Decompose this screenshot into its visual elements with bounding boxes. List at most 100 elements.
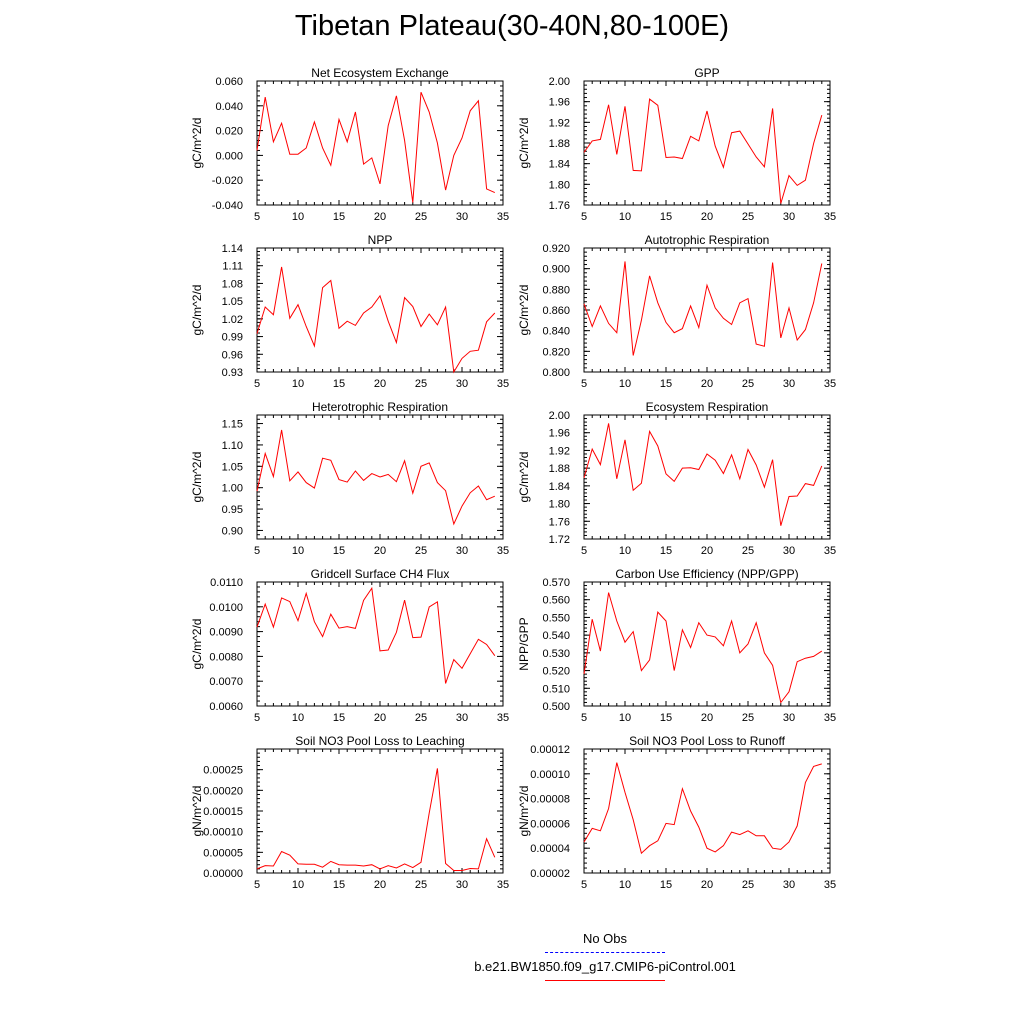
y-tick-label: 0.800 [542, 367, 570, 379]
panel-title: Soil NO3 Pool Loss to Leaching [295, 734, 464, 748]
x-tick-label: 5 [254, 712, 260, 724]
x-tick-label: 20 [701, 378, 713, 390]
x-tick-label: 5 [581, 712, 587, 724]
plot-frame [256, 748, 504, 874]
panel-title: Heterotrophic Respiration [312, 400, 448, 414]
x-tick-label: 10 [619, 211, 631, 223]
y-axis-label: gC/m^2/d [517, 452, 531, 503]
x-tick-label: 30 [783, 378, 795, 390]
y-tick-label: 0.00004 [530, 843, 570, 855]
x-tick-label: 5 [581, 211, 587, 223]
y-tick-label: 1.80 [549, 499, 570, 511]
y-tick-label: -0.040 [212, 200, 243, 212]
x-tick-label: 35 [824, 211, 836, 223]
x-tick-label: 25 [742, 211, 754, 223]
y-tick-label: 0.570 [542, 577, 570, 589]
x-tick-label: 10 [292, 712, 304, 724]
x-tick-label: 25 [742, 545, 754, 557]
y-axis-label: gN/m^2/d [517, 786, 531, 837]
y-axis-label: gC/m^2/d [190, 285, 204, 336]
y-tick-label: 0.0080 [209, 651, 243, 663]
y-tick-label: 0.0070 [209, 676, 243, 688]
y-tick-label: 1.02 [222, 314, 243, 326]
y-tick-label: 0.00008 [530, 794, 570, 806]
y-tick-label: 0.820 [542, 346, 570, 358]
y-tick-label: 0.840 [542, 326, 570, 338]
x-tick-label: 20 [701, 545, 713, 557]
chart-panel-4: Autotrophic Respiration gC/m^2/d 5 10 15 20 25… [517, 233, 836, 390]
y-tick-label: 0.0110 [210, 577, 243, 589]
y-tick-label: 2.00 [549, 410, 570, 422]
panel-title: NPP [368, 233, 393, 247]
x-tick-label: 20 [374, 545, 386, 557]
y-tick-label: 0.860 [542, 305, 570, 317]
panel-title: Gridcell Surface CH4 Flux [311, 567, 450, 581]
y-axis-label: gC/m^2/d [517, 118, 531, 169]
x-tick-label: 5 [581, 545, 587, 557]
x-tick-label: 5 [581, 879, 587, 891]
x-tick-label: 35 [824, 545, 836, 557]
y-tick-label: 0.060 [215, 76, 243, 88]
x-tick-label: 10 [292, 545, 304, 557]
y-tick-label: 0.000 [215, 150, 243, 162]
chart-panel-7: Gridcell Surface CH4 Flux gC/m^2/d 5 10 15 20… [190, 567, 509, 724]
plot-frame [256, 80, 504, 206]
y-tick-label: 1.00 [222, 483, 243, 495]
y-tick-label: 1.72 [549, 534, 570, 546]
legend-item-no-obs: No Obs [440, 930, 770, 958]
x-tick-label: 15 [333, 879, 345, 891]
y-tick-label: 0.00012 [530, 744, 570, 756]
x-tick-label: 35 [497, 378, 509, 390]
plot-frame [583, 414, 831, 540]
series-line [256, 768, 496, 871]
y-tick-label: 1.76 [549, 516, 570, 528]
x-tick-label: 25 [415, 712, 427, 724]
page-title: Tibetan Plateau(30-40N,80-100E) [294, 10, 730, 42]
y-tick-label: 0.00025 [203, 765, 243, 777]
chart-panel-9: Soil NO3 Pool Loss to Leaching gN/m^2/d 5 1… [190, 734, 509, 891]
y-tick-label: 1.15 [222, 419, 243, 431]
x-tick-label: 10 [292, 879, 304, 891]
y-tick-label: 1.96 [549, 97, 570, 109]
y-tick-label: 1.10 [222, 440, 243, 452]
x-tick-label: 15 [660, 879, 672, 891]
y-tick-label: 1.84 [549, 481, 570, 493]
x-tick-label: 20 [374, 211, 386, 223]
legend-item-model: b.e21.BW1850.f09_g17.CMIP6-piControl.001 [440, 958, 770, 986]
y-axis-label: gC/m^2/d [517, 285, 531, 336]
y-tick-label: 0.00015 [203, 806, 243, 818]
plot-frame [583, 748, 831, 874]
x-tick-label: 20 [701, 879, 713, 891]
x-tick-label: 35 [497, 879, 509, 891]
plot-frame [583, 581, 831, 707]
y-tick-label: 0.540 [542, 630, 570, 642]
panel-title: Soil NO3 Pool Loss to Runoff [629, 734, 786, 748]
y-tick-label: 1.88 [549, 138, 570, 150]
x-tick-label: 15 [660, 211, 672, 223]
x-tick-label: 35 [824, 712, 836, 724]
x-tick-label: 10 [292, 378, 304, 390]
y-tick-label: 1.92 [549, 445, 570, 457]
x-tick-label: 25 [742, 378, 754, 390]
y-tick-label: 0.510 [542, 683, 570, 695]
chart-panel-8: Carbon Use Efficiency (NPP/GPP) NPP/GPP 5 1… [517, 567, 836, 724]
x-tick-label: 25 [742, 712, 754, 724]
plot-frame [583, 80, 831, 206]
x-tick-label: 25 [415, 545, 427, 557]
x-tick-label: 30 [783, 545, 795, 557]
x-tick-label: 5 [581, 378, 587, 390]
y-tick-label: 0.0060 [209, 701, 243, 713]
x-tick-label: 5 [254, 545, 260, 557]
y-tick-label: 1.80 [549, 179, 570, 191]
legend-label-model: b.e21.BW1850.f09_g17.CMIP6-piControl.001 [474, 959, 736, 974]
y-tick-label: 0.00002 [530, 868, 570, 880]
y-tick-label: 0.0100 [209, 602, 243, 614]
x-tick-label: 10 [619, 712, 631, 724]
x-tick-label: 10 [292, 211, 304, 223]
series-line [583, 261, 823, 356]
panel-title: Ecosystem Respiration [646, 400, 769, 414]
x-tick-label: 35 [497, 545, 509, 557]
y-tick-label: 0.00006 [530, 818, 570, 830]
y-tick-label: 0.00005 [203, 847, 243, 859]
